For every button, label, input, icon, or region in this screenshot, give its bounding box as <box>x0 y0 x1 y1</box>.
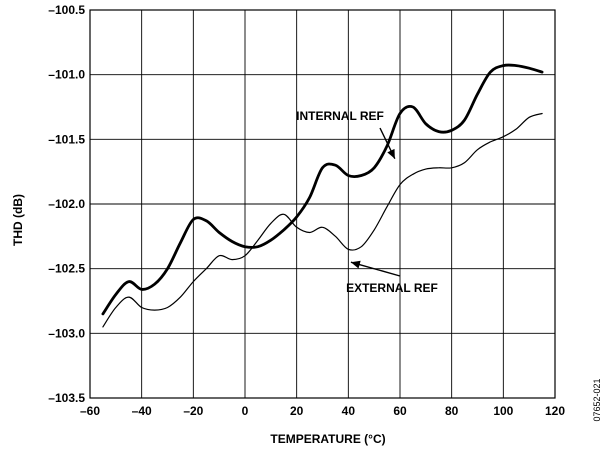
y-tick-labels: –100.5 –101.0 –101.5 –102.0 –102.5 –103.0 –103… <box>48 3 85 405</box>
annotation-arrow-head <box>387 148 395 159</box>
x-tick-label: –20 <box>183 404 203 418</box>
x-tick-label: 80 <box>445 404 459 418</box>
series-line-external-ref <box>102 112 543 328</box>
x-axis-label: TEMPERATURE (°C) <box>270 432 385 446</box>
y-tick-label: –103.0 <box>48 326 85 340</box>
series-lines <box>101 63 544 328</box>
x-tick-label: 100 <box>493 404 513 418</box>
plot-frame <box>89 9 556 399</box>
grid-lines <box>89 9 556 399</box>
y-tick-label: –100.5 <box>48 3 85 17</box>
x-tick-label: 120 <box>545 404 565 418</box>
x-tick-label: 20 <box>290 404 304 418</box>
annotation-arrow-head <box>350 260 361 269</box>
y-tick-label: –102.0 <box>48 197 85 211</box>
x-tick-label: –60 <box>80 404 100 418</box>
x-tick-label: 40 <box>342 404 356 418</box>
annotations: INTERNAL REF EXTERNAL REF <box>296 109 438 295</box>
series-line-internal-ref <box>101 63 544 316</box>
x-tick-label: 0 <box>242 404 249 418</box>
y-tick-label: –101.5 <box>48 132 85 146</box>
y-axis-label: THD (dB) <box>11 194 25 246</box>
y-tick-label: –103.5 <box>48 391 85 405</box>
x-tick-label: 60 <box>393 404 407 418</box>
y-tick-label: –101.0 <box>48 68 85 82</box>
annotation-label: INTERNAL REF <box>296 109 384 123</box>
y-tick-label: –102.5 <box>48 262 85 276</box>
x-tick-label: –40 <box>132 404 152 418</box>
annotation-label: EXTERNAL REF <box>346 281 438 295</box>
figure-id: 07652-021 <box>592 378 602 421</box>
x-tick-labels: –60 –40 –20 0 20 40 60 80 100 120 <box>80 404 565 418</box>
